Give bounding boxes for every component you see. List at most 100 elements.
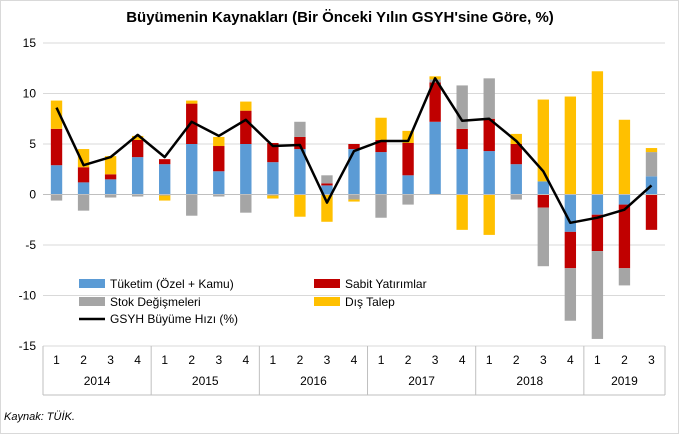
bar-segment (618, 119, 631, 195)
bar-segment (294, 136, 306, 150)
y-tick-label: 10 (23, 87, 37, 101)
bar-segment (375, 194, 387, 218)
bar-segment (510, 144, 522, 165)
quarter-label: 4 (134, 353, 141, 367)
bar-segment (186, 194, 198, 216)
bar-segment (104, 194, 117, 198)
bar-segment (77, 167, 90, 183)
bar-segment (186, 144, 198, 195)
quarter-label: 1 (486, 353, 493, 367)
legend-label: Sabit Yatırımlar (345, 277, 427, 291)
quarter-label: 3 (107, 353, 114, 367)
quarter-label: 4 (351, 353, 358, 367)
bar-segment (483, 151, 495, 195)
bar-segment (402, 142, 414, 176)
bar-segment (591, 194, 604, 215)
bar-segment (429, 82, 441, 122)
quarter-label: 2 (513, 353, 520, 367)
bar-segment (213, 146, 225, 172)
quarter-label: 1 (594, 353, 601, 367)
bar-segment (267, 142, 279, 163)
bar-segment (510, 194, 522, 200)
bar-segment (294, 149, 306, 195)
quarter-label: 1 (53, 353, 60, 367)
bar-segment (321, 183, 333, 186)
bar-segment (50, 100, 63, 129)
bar-segment (267, 195, 279, 199)
bar-segment (402, 130, 414, 143)
y-tick-label: 0 (29, 188, 36, 202)
quarter-label: 4 (567, 353, 574, 367)
bar-segment (77, 194, 90, 211)
bar-segment (240, 101, 252, 111)
bar-segment (402, 194, 414, 205)
bar-segment (456, 128, 468, 150)
y-tick-label: -15 (19, 339, 37, 353)
quarter-label: 3 (540, 353, 547, 367)
bar-segment (321, 185, 333, 195)
bar-segment (618, 194, 631, 205)
quarter-label: 3 (215, 353, 222, 367)
bar-segment (213, 194, 225, 197)
gdp-growth-line (55, 77, 653, 225)
bar-segment (104, 179, 117, 195)
bar-segment (510, 133, 522, 144)
quarter-label: 3 (432, 353, 439, 367)
bar-segment (131, 157, 144, 195)
bar-segment (537, 99, 549, 182)
quarter-label: 3 (648, 353, 655, 367)
bar-segment (375, 152, 387, 195)
year-label: 2017 (408, 374, 435, 388)
bar-segment (159, 195, 171, 201)
legend-label: GSYH Büyüme Hızı (%) (110, 312, 238, 326)
legend-swatch (314, 297, 340, 306)
bar-segment (483, 78, 495, 119)
bar-segment (591, 214, 604, 252)
gdp-growth-polyline (55, 77, 653, 225)
bar-segment (483, 118, 495, 152)
quarter-label: 3 (324, 353, 331, 367)
bar-segment (348, 194, 360, 200)
bar-segment (483, 194, 495, 235)
legend-label: Stok Değişmeleri (110, 295, 201, 309)
legend-swatch (314, 279, 340, 288)
bar-segment (375, 117, 387, 140)
y-tick-label: 15 (23, 36, 37, 50)
bar-segment (77, 149, 90, 168)
year-label: 2015 (192, 374, 219, 388)
legend-swatch (79, 279, 105, 288)
bar-segment (50, 128, 63, 166)
bar-segment (50, 194, 63, 201)
bar-segment (537, 207, 549, 267)
bar-segment (131, 194, 144, 197)
quarter-label: 1 (270, 353, 277, 367)
year-label: 2018 (516, 374, 543, 388)
year-label: 2014 (84, 374, 111, 388)
legend: Tüketim (Özel + Kamu) Sabit Yatırımlar Sto… (79, 277, 427, 326)
bar-segment (645, 194, 658, 230)
bar-segment (131, 135, 144, 140)
quarter-label: 2 (405, 353, 412, 367)
bar-segment (240, 110, 252, 144)
bar-segment (618, 268, 631, 286)
bar-segment (159, 159, 171, 165)
chart-title: Büyümenin Kaynakları (Bir Önceki Yılın G… (126, 9, 554, 26)
bar-segment (213, 136, 225, 147)
bar-segment (104, 156, 117, 175)
quarter-label: 4 (459, 353, 466, 367)
bar-segment (267, 194, 279, 196)
y-tick-label: 5 (29, 137, 36, 151)
bar-segment (429, 121, 441, 195)
bar-segment (294, 121, 306, 137)
bar-segment (50, 165, 63, 195)
bar-segment (645, 148, 658, 153)
bar-segment (510, 164, 522, 195)
bar-segment (131, 139, 144, 158)
quarter-label: 2 (297, 353, 304, 367)
y-tick-label: -10 (19, 289, 37, 303)
quarter-label: 2 (80, 353, 87, 367)
quarter-label: 1 (378, 353, 385, 367)
bar-segment (564, 268, 577, 321)
y-tick-label: -5 (25, 238, 36, 252)
